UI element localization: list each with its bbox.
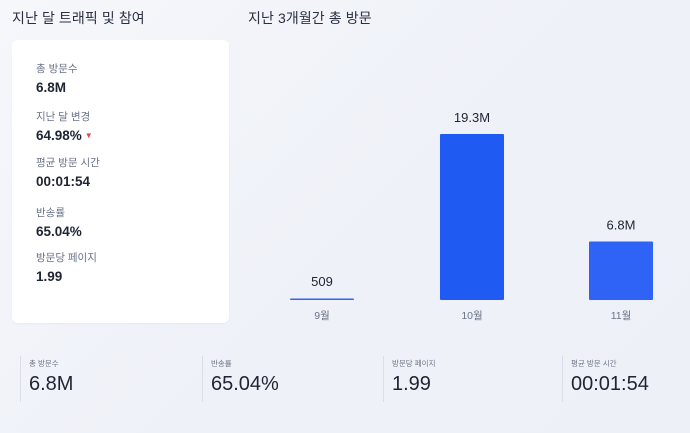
chart-category-label-3: 11월 [611,310,632,322]
summary-total-visits-value: 6.8M [29,372,74,395]
summary-avg-visit-time-label: 평균 방문 시간 [571,359,617,368]
total-visits-chart: 509 9월 19.3M 10월 6.8M 11월 [248,34,690,334]
pages-per-visit-value: 1.99 [36,268,63,284]
chart-bar-1 [290,298,354,300]
avg-visit-time-label: 평균 방문 시간 [36,157,100,169]
summary-avg-visit-time-value: 00:01:54 [571,372,649,395]
chart-category-label-1: 9월 [314,310,330,322]
chart-category-label-2: 10월 [461,310,482,322]
summary-bounce-rate-label: 반송률 [211,359,232,368]
pages-per-visit-stat: 방문당 페이지 1.99 [36,253,97,283]
summary-metrics: 총 방문수 6.8M 반송률 65.04% 방문당 페이지 1.99 평균 방문… [0,340,690,433]
chart-data-label-3: 6.8M [607,218,636,233]
summary-total-visits-label: 총 방문수 [29,359,59,368]
summary-pages-per-visit-value: 1.99 [392,372,431,395]
pages-per-visit-label: 방문당 페이지 [36,252,97,264]
bounce-rate-stat: 반송률 65.04% [36,208,82,238]
total-visits-value: 6.8M [36,79,67,95]
total-visits-label: 총 방문수 [36,63,78,75]
last-month-change-stat: 지난 달 변경 64.98% ▼ [36,112,93,142]
chart-bar-3 [589,241,653,300]
chart-data-label-1: 509 [311,274,333,289]
total-visits-stat: 총 방문수 6.8M [36,64,78,94]
total-visits-chart-title: 지난 3개월간 총 방문 [248,10,372,26]
traffic-stats-card: 총 방문수 6.8M 지난 달 변경 64.98% ▼ 평균 방문 시간 00:0… [12,40,229,323]
summary-bounce-rate: 반송률 65.04% [202,356,279,402]
summary-pages-per-visit: 방문당 페이지 1.99 [383,356,435,402]
last-month-change-value: 64.98% [36,127,82,143]
last-month-change-value-row: 64.98% ▼ [36,127,93,143]
chart-data-label-2: 19.3M [454,110,490,125]
summary-avg-visit-time: 평균 방문 시간 00:01:54 [562,356,649,402]
bounce-rate-label: 반송률 [36,207,65,219]
chart-bar-2 [440,134,504,300]
bounce-rate-value: 65.04% [36,223,82,239]
traffic-engagement-title: 지난 달 트래픽 및 참여 [12,10,145,26]
total-visits-bar-chart: 509 9월 19.3M 10월 6.8M 11월 [290,110,653,322]
summary-total-visits: 총 방문수 6.8M [20,356,73,402]
summary-bounce-rate-value: 65.04% [211,372,279,395]
down-triangle-icon: ▼ [84,130,93,140]
avg-visit-time-stat: 평균 방문 시간 00:01:54 [36,158,100,188]
last-month-change-label: 지난 달 변경 [36,111,91,123]
avg-visit-time-value: 00:01:54 [36,173,91,189]
summary-pages-per-visit-label: 방문당 페이지 [392,359,436,368]
